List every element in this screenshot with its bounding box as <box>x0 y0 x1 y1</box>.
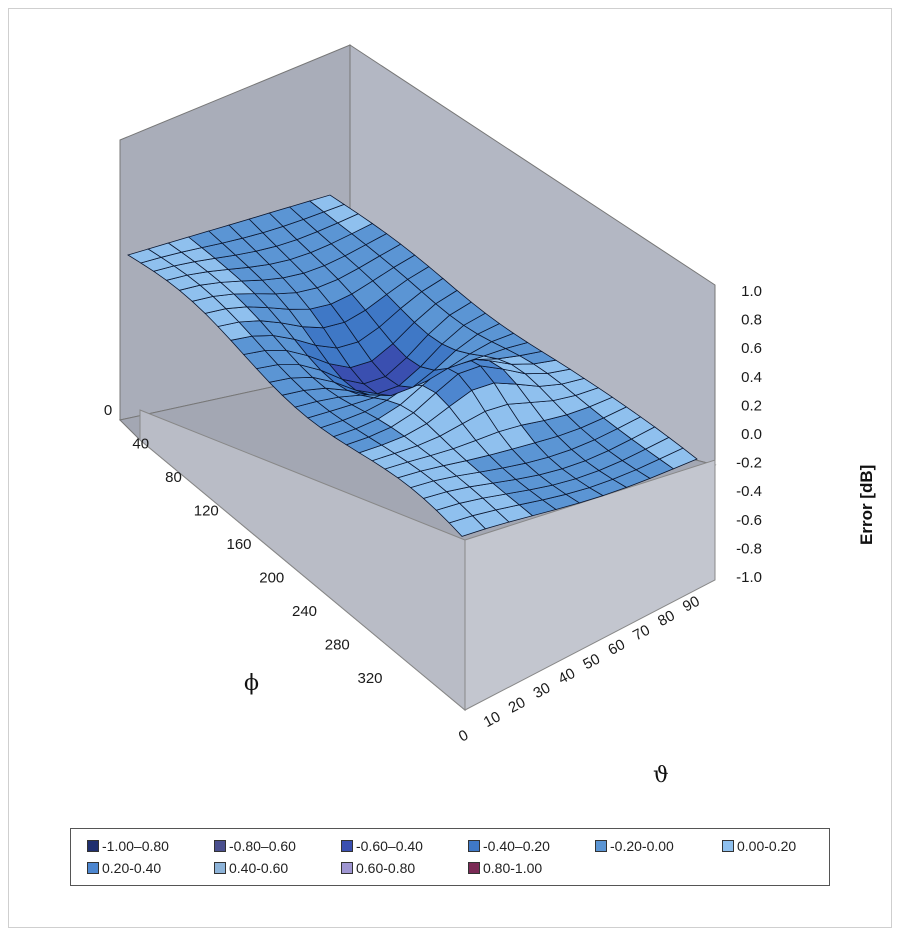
legend-item: -1.00–0.80 <box>87 838 169 854</box>
phi-axis-ticks: 0 40 80 120 160 200 240 280 320 <box>104 402 383 687</box>
legend-swatch <box>87 840 99 852</box>
legend-swatch <box>87 862 99 874</box>
phi-axis-title: ϕ <box>244 671 259 696</box>
phi-tick-label: 160 <box>226 536 251 553</box>
legend-item: -0.40–0.20 <box>468 838 550 854</box>
legend-item: 0.20-0.40 <box>87 860 161 876</box>
phi-tick-label: 0 <box>104 402 112 419</box>
theta-tick-label: 10 <box>481 708 504 731</box>
z-tick-label: -0.4 <box>736 483 762 500</box>
legend-label: -0.20-0.00 <box>610 838 674 854</box>
z-tick-label: -1.0 <box>736 569 762 586</box>
front-wall-right <box>464 459 716 711</box>
legend-label: 0.80-1.00 <box>483 860 543 876</box>
legend-swatch <box>722 840 734 852</box>
legend-item: -0.80–0.60 <box>214 838 296 854</box>
legend-swatch <box>595 840 607 852</box>
legend-swatch <box>468 840 480 852</box>
z-tick-label: 0.6 <box>741 340 762 357</box>
legend: -1.00–0.80 -0.80–0.60 -0.60–0.40 -0.40–0.20… <box>70 828 830 886</box>
phi-tick-label: 200 <box>259 570 284 587</box>
legend-label: 0.20-0.40 <box>102 860 162 876</box>
z-tick-label: 1.0 <box>741 283 762 300</box>
theta-tick-label: 30 <box>531 679 554 702</box>
theta-tick-label: 90 <box>680 593 703 616</box>
legend-item: -0.20-0.00 <box>595 838 674 854</box>
legend-item: 0.40-0.60 <box>214 860 288 876</box>
legend-swatch <box>214 862 226 874</box>
theta-axis-title: ϑ <box>653 763 669 788</box>
legend-item: -0.60–0.40 <box>341 838 423 854</box>
z-tick-label: 0.4 <box>741 369 762 386</box>
theta-tick-label: 0 <box>456 727 471 746</box>
phi-tick-label: 40 <box>132 436 149 453</box>
phi-tick-label: 240 <box>292 603 317 620</box>
theta-tick-label: 60 <box>605 636 628 659</box>
z-tick-label: -0.8 <box>736 540 762 557</box>
legend-label: -0.60–0.40 <box>356 838 423 854</box>
legend-label: -0.40–0.20 <box>483 838 550 854</box>
theta-tick-label: 50 <box>580 650 603 673</box>
phi-tick-label: 80 <box>165 469 182 486</box>
z-tick-label: -0.2 <box>736 455 762 472</box>
legend-swatch <box>214 840 226 852</box>
z-tick-label: -0.6 <box>736 512 762 529</box>
phi-tick-label: 120 <box>194 503 219 520</box>
legend-swatch <box>468 862 480 874</box>
legend-label: 0.00-0.20 <box>737 838 797 854</box>
z-tick-label: 0.0 <box>741 426 762 443</box>
z-tick-label: 0.8 <box>741 312 762 329</box>
legend-item: 0.80-1.00 <box>468 860 542 876</box>
legend-label: -1.00–0.80 <box>102 838 169 854</box>
theta-tick-label: 80 <box>655 607 678 630</box>
legend-item: 0.60-0.80 <box>341 860 415 876</box>
z-axis-title: Error [dB] <box>857 465 876 545</box>
phi-tick-label: 320 <box>357 670 382 687</box>
legend-label: 0.60-0.80 <box>356 860 416 876</box>
legend-label: -0.80–0.60 <box>229 838 296 854</box>
legend-label: 0.40-0.60 <box>229 860 289 876</box>
legend-swatch <box>341 862 353 874</box>
surface-mesh <box>127 194 698 537</box>
legend-swatch <box>341 840 353 852</box>
theta-tick-label: 40 <box>555 665 578 688</box>
surface-cell <box>308 194 345 213</box>
phi-tick-label: 280 <box>325 637 350 654</box>
theta-tick-label: 70 <box>630 622 653 645</box>
legend-item: 0.00-0.20 <box>722 838 796 854</box>
z-tick-label: 0.2 <box>741 397 762 414</box>
theta-tick-label: 20 <box>506 694 529 717</box>
z-axis-ticks: 1.0 0.8 0.6 0.4 0.2 0.0 -0.2 -0.4 -0.6 -0.8 -1.0 <box>736 283 762 586</box>
